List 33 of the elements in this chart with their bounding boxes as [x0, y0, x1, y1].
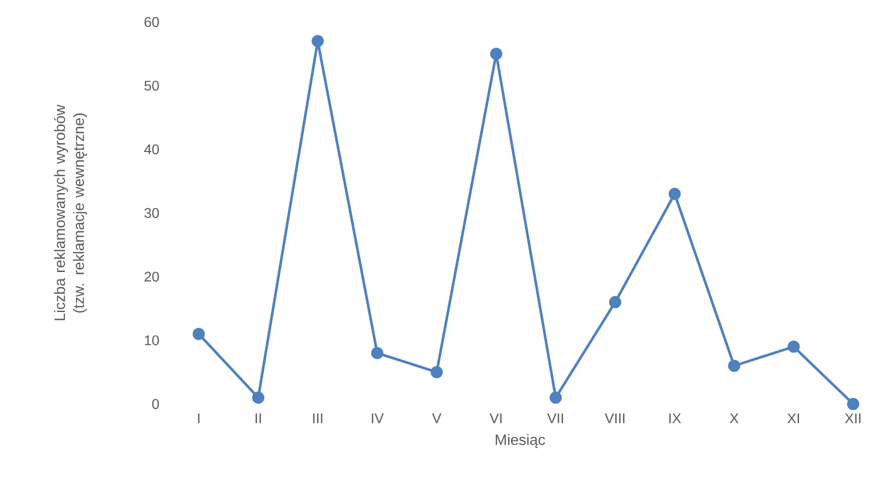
point: [312, 35, 324, 48]
y-tick-label: 60: [144, 17, 159, 27]
x-tick-label: X: [730, 414, 739, 424]
y-axis-title: Liczba reklamowanych wyrobów (tzw. reklamacje wewnętrzne): [54, 104, 88, 320]
point: [430, 366, 443, 378]
y-tick-label: 30: [144, 208, 159, 218]
x-tick-label: IX: [669, 414, 682, 424]
y-tick-label: 10: [144, 335, 159, 346]
x-tick-label: XI: [787, 414, 799, 424]
x-tick-label: VI: [490, 414, 502, 424]
x-axis-title: Miesiąc: [496, 434, 546, 448]
point: [847, 398, 860, 410]
x-tick-label: V: [432, 414, 442, 424]
point: [728, 360, 740, 372]
point: [490, 48, 502, 60]
point: [252, 392, 264, 404]
x-tick-label: XII: [844, 414, 860, 424]
x-tick-label: VIII: [604, 414, 624, 424]
point: [788, 340, 800, 353]
x-tick-label: III: [313, 414, 322, 424]
y-tick-label: 20: [144, 272, 159, 282]
x-tick-label: II: [256, 414, 261, 424]
y-tick-label: 0: [152, 399, 159, 409]
y-tick-label: 50: [144, 80, 159, 91]
x-tick-label: IV: [372, 414, 384, 424]
point: [668, 188, 681, 200]
y-tick-label: 40: [144, 144, 159, 154]
point: [550, 392, 562, 404]
point: [192, 328, 205, 340]
point: [371, 346, 384, 360]
point: [609, 296, 622, 308]
x-tick-label: I: [198, 414, 200, 424]
x-tick-label: VII: [547, 414, 563, 424]
